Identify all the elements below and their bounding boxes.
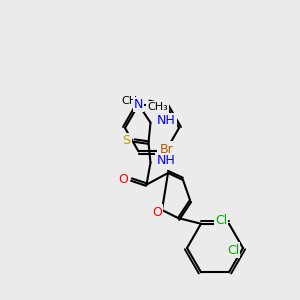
- Text: CH₃: CH₃: [122, 96, 142, 106]
- Text: Br: Br: [159, 142, 172, 155]
- Text: NH: NH: [157, 114, 175, 127]
- Text: N: N: [134, 98, 143, 111]
- Text: CH₃: CH₃: [147, 102, 168, 112]
- Text: Cl: Cl: [227, 244, 239, 256]
- Text: O: O: [152, 206, 162, 218]
- Text: O: O: [118, 173, 128, 186]
- Text: Cl: Cl: [215, 214, 227, 227]
- Text: O: O: [152, 206, 162, 218]
- Text: Br: Br: [160, 143, 173, 156]
- Text: O: O: [118, 173, 128, 186]
- Text: NH: NH: [157, 114, 175, 127]
- Text: S: S: [122, 134, 130, 147]
- Text: NH: NH: [157, 154, 175, 167]
- Text: N: N: [134, 98, 143, 111]
- Text: S: S: [122, 134, 130, 147]
- Text: NH: NH: [157, 154, 175, 167]
